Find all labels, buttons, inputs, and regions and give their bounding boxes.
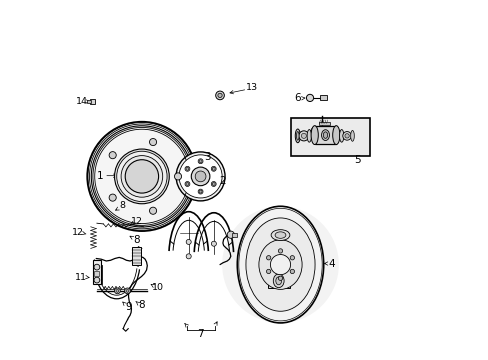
- Text: 13: 13: [245, 83, 257, 92]
- Ellipse shape: [321, 130, 329, 140]
- Circle shape: [227, 231, 234, 238]
- Circle shape: [278, 276, 282, 280]
- Circle shape: [184, 181, 189, 186]
- Circle shape: [306, 94, 313, 102]
- Text: 3: 3: [204, 152, 211, 162]
- Bar: [89, 99, 95, 104]
- Text: 7: 7: [197, 329, 203, 339]
- Circle shape: [278, 249, 282, 253]
- Text: 14: 14: [76, 97, 88, 106]
- Circle shape: [222, 206, 338, 323]
- Circle shape: [186, 239, 191, 244]
- Ellipse shape: [275, 232, 285, 238]
- Text: 9: 9: [125, 302, 132, 312]
- Ellipse shape: [295, 129, 300, 143]
- Text: 12: 12: [72, 228, 84, 237]
- Bar: [291, 118, 370, 156]
- Circle shape: [266, 256, 270, 260]
- Circle shape: [185, 183, 188, 185]
- Circle shape: [125, 160, 158, 193]
- Ellipse shape: [310, 128, 314, 134]
- Bar: [318, 122, 329, 125]
- Circle shape: [149, 139, 156, 145]
- Circle shape: [114, 288, 120, 294]
- Text: 8: 8: [133, 235, 140, 246]
- Text: 11: 11: [75, 273, 87, 282]
- Bar: [87, 100, 91, 103]
- Ellipse shape: [258, 240, 302, 289]
- Circle shape: [212, 183, 215, 185]
- Circle shape: [195, 171, 205, 182]
- Ellipse shape: [323, 132, 327, 138]
- Text: 2: 2: [219, 176, 225, 186]
- Bar: [132, 247, 141, 265]
- Circle shape: [198, 189, 203, 194]
- Circle shape: [218, 93, 222, 98]
- Circle shape: [211, 241, 216, 246]
- Circle shape: [117, 151, 167, 202]
- Ellipse shape: [310, 126, 318, 145]
- Circle shape: [344, 134, 348, 138]
- Text: 12: 12: [130, 217, 142, 226]
- Circle shape: [149, 207, 156, 214]
- Text: 8: 8: [120, 202, 125, 210]
- Ellipse shape: [273, 274, 284, 288]
- Circle shape: [93, 127, 190, 225]
- Bar: [94, 271, 99, 276]
- Circle shape: [298, 131, 308, 141]
- Circle shape: [116, 289, 119, 292]
- Text: 4: 4: [327, 258, 334, 269]
- Ellipse shape: [332, 126, 339, 145]
- Circle shape: [184, 166, 189, 171]
- Bar: [93, 260, 101, 284]
- Text: 10: 10: [152, 284, 164, 292]
- Bar: [320, 95, 326, 100]
- Circle shape: [211, 181, 216, 186]
- Text: 1: 1: [96, 171, 103, 181]
- Circle shape: [185, 167, 188, 170]
- Ellipse shape: [245, 218, 314, 311]
- Circle shape: [174, 173, 181, 180]
- Circle shape: [215, 91, 224, 100]
- Ellipse shape: [296, 131, 299, 140]
- Circle shape: [126, 289, 129, 292]
- Ellipse shape: [339, 130, 343, 142]
- Circle shape: [179, 155, 222, 198]
- Bar: [314, 126, 336, 144]
- Circle shape: [211, 166, 216, 171]
- Circle shape: [301, 133, 306, 138]
- Circle shape: [114, 149, 169, 204]
- Circle shape: [289, 269, 294, 274]
- Circle shape: [109, 194, 116, 201]
- Ellipse shape: [350, 130, 354, 141]
- Circle shape: [198, 159, 203, 164]
- Circle shape: [87, 122, 196, 231]
- Circle shape: [91, 126, 192, 227]
- Bar: [231, 233, 236, 237]
- Circle shape: [191, 167, 209, 186]
- Circle shape: [186, 254, 191, 259]
- Circle shape: [199, 190, 202, 193]
- Circle shape: [121, 156, 163, 197]
- Circle shape: [94, 277, 100, 283]
- Ellipse shape: [306, 130, 311, 142]
- Circle shape: [176, 152, 224, 201]
- Text: 8: 8: [138, 300, 144, 310]
- Circle shape: [289, 256, 294, 260]
- Ellipse shape: [237, 206, 323, 323]
- Circle shape: [94, 264, 100, 270]
- Bar: [267, 274, 289, 288]
- Circle shape: [270, 255, 290, 275]
- Circle shape: [342, 131, 351, 140]
- Ellipse shape: [275, 277, 281, 285]
- Circle shape: [124, 288, 130, 294]
- Text: 5: 5: [354, 155, 361, 165]
- Text: 6: 6: [294, 93, 301, 103]
- Circle shape: [212, 167, 215, 170]
- Ellipse shape: [270, 230, 289, 240]
- Circle shape: [109, 152, 116, 159]
- Bar: [273, 241, 287, 247]
- Circle shape: [266, 269, 270, 274]
- Circle shape: [199, 160, 202, 163]
